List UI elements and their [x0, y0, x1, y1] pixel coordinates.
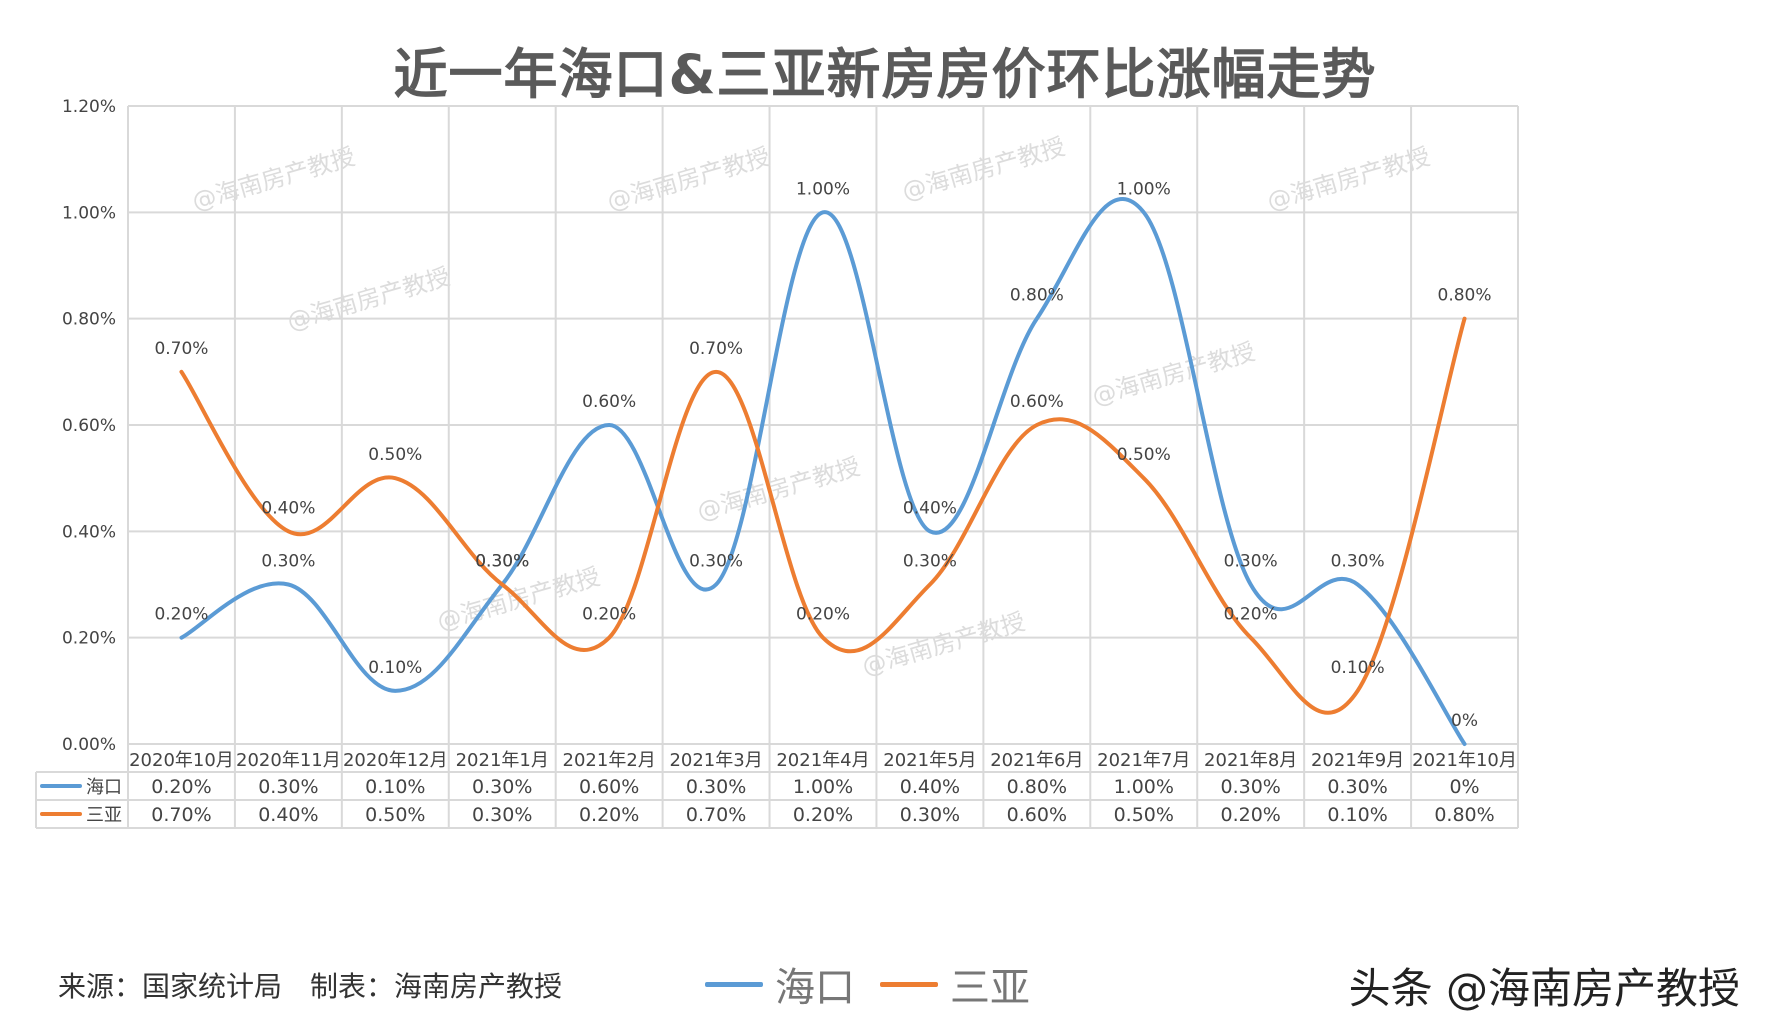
- x-tick-label: 2021年9月: [1311, 750, 1404, 771]
- y-tick-label: 1.00%: [62, 203, 116, 223]
- data-label: 0.50%: [368, 445, 422, 465]
- watermark-text: @海南房产教授: [859, 608, 1028, 681]
- table-cell: 0.80%: [1007, 776, 1067, 798]
- table-cell: 0.20%: [793, 804, 853, 826]
- data-label: 0.20%: [796, 605, 850, 625]
- data-label: 0.40%: [261, 498, 315, 518]
- data-label: 0.20%: [1224, 605, 1278, 625]
- table-cell: 0.50%: [1114, 804, 1174, 826]
- legend-item-haikou: 海口: [705, 955, 855, 1013]
- x-tick-label: 2021年3月: [669, 750, 762, 771]
- y-tick-label: 0.00%: [62, 735, 116, 755]
- series-line-haikou: [179, 197, 1467, 746]
- watermark-text: @海南房产教授: [189, 143, 358, 216]
- table-cell: 0.30%: [1221, 776, 1281, 798]
- x-tick-label: 2021年4月: [776, 750, 869, 771]
- table-cell: 0.70%: [151, 804, 211, 826]
- source-note: 来源：国家统计局 制表：海南房产教授: [58, 970, 563, 1003]
- data-label: 0.70%: [154, 339, 208, 359]
- table-cell: 0.80%: [1434, 804, 1494, 826]
- y-tick-label: 0.20%: [62, 629, 116, 649]
- y-tick-label: 0.40%: [62, 522, 116, 542]
- data-label: 0.30%: [475, 552, 529, 572]
- data-label: 0.70%: [689, 339, 743, 359]
- table-series-name: 海口: [86, 777, 122, 798]
- table-cell: 0.10%: [365, 776, 425, 798]
- series-line-sanya: [179, 316, 1467, 715]
- x-tick-label: 2021年2月: [563, 750, 656, 771]
- data-label: 0.60%: [582, 392, 636, 412]
- data-label: 0.10%: [1331, 658, 1385, 678]
- table-cell: 0.30%: [472, 776, 532, 798]
- data-label: 0%: [1451, 711, 1478, 731]
- table-cell: 0.20%: [151, 776, 211, 798]
- legend-swatch-sanya: [880, 981, 938, 987]
- table-cell: 0.60%: [1007, 804, 1067, 826]
- table-cell: 0.30%: [472, 804, 532, 826]
- data-label: 0.30%: [261, 552, 315, 572]
- data-label: 0.10%: [368, 658, 422, 678]
- data-label: 0.80%: [1010, 286, 1064, 306]
- x-tick-label: 2020年11月: [236, 750, 341, 771]
- x-tick-label: 2021年8月: [1204, 750, 1297, 771]
- data-label: 1.00%: [1117, 179, 1171, 199]
- table-cell: 0.20%: [1221, 804, 1281, 826]
- chart-title: 近一年海口&三亚新房房价环比涨幅走势: [393, 43, 1377, 106]
- table-cell: 0.20%: [579, 804, 639, 826]
- data-label: 0.80%: [1438, 286, 1492, 306]
- table-cell: 0.70%: [686, 804, 746, 826]
- data-label: 0.20%: [582, 605, 636, 625]
- y-tick-label: 0.80%: [62, 310, 116, 330]
- watermark-text: @海南房产教授: [284, 263, 453, 336]
- x-tick-label: 2020年12月: [343, 750, 448, 771]
- legend-item-sanya: 三亚: [880, 955, 1030, 1013]
- data-label: 0.30%: [1331, 552, 1385, 572]
- table-cell: 0.60%: [579, 776, 639, 798]
- x-tick-label: 2020年10月: [129, 750, 234, 771]
- table-cell: 0%: [1449, 776, 1479, 798]
- table-cell: 0.30%: [686, 776, 746, 798]
- legend-swatch-haikou: [705, 981, 763, 987]
- table-cell: 0.30%: [900, 804, 960, 826]
- y-tick-label: 1.20%: [62, 97, 116, 117]
- watermark-text: @海南房产教授: [694, 453, 863, 526]
- x-tick-label: 2021年1月: [456, 750, 549, 771]
- y-tick-label: 0.60%: [62, 416, 116, 436]
- legend-label-sanya: 三亚: [950, 965, 1030, 1011]
- table-cell: 0.50%: [365, 804, 425, 826]
- platform-watermark: 头条 @海南房产教授: [1348, 964, 1740, 1013]
- table-cell: 0.10%: [1327, 804, 1387, 826]
- data-label: 0.30%: [903, 552, 957, 572]
- table-cell: 1.00%: [793, 776, 853, 798]
- x-tick-label: 2021年7月: [1097, 750, 1190, 771]
- table-cell: 0.30%: [1327, 776, 1387, 798]
- data-label: 0.30%: [689, 552, 743, 572]
- x-tick-label: 2021年5月: [883, 750, 976, 771]
- data-label: 0.30%: [1224, 552, 1278, 572]
- data-label: 1.00%: [796, 179, 850, 199]
- data-label: 0.60%: [1010, 392, 1064, 412]
- watermark-text: @海南房产教授: [1264, 143, 1433, 216]
- table-cell: 0.30%: [258, 776, 318, 798]
- legend-label-haikou: 海口: [775, 965, 855, 1011]
- table-cell: 0.40%: [900, 776, 960, 798]
- x-tick-label: 2021年10月: [1412, 750, 1517, 771]
- table-cell: 1.00%: [1114, 776, 1174, 798]
- data-label: 0.40%: [903, 498, 957, 518]
- data-label: 0.20%: [154, 605, 208, 625]
- table-cell: 0.40%: [258, 804, 318, 826]
- data-label: 0.50%: [1117, 445, 1171, 465]
- watermark-text: @海南房产教授: [1089, 338, 1258, 411]
- data-label: 0.30%: [475, 552, 529, 572]
- watermark-text: @海南房产教授: [604, 143, 773, 216]
- x-tick-label: 2021年6月: [990, 750, 1083, 771]
- table-series-name: 三亚: [86, 805, 122, 826]
